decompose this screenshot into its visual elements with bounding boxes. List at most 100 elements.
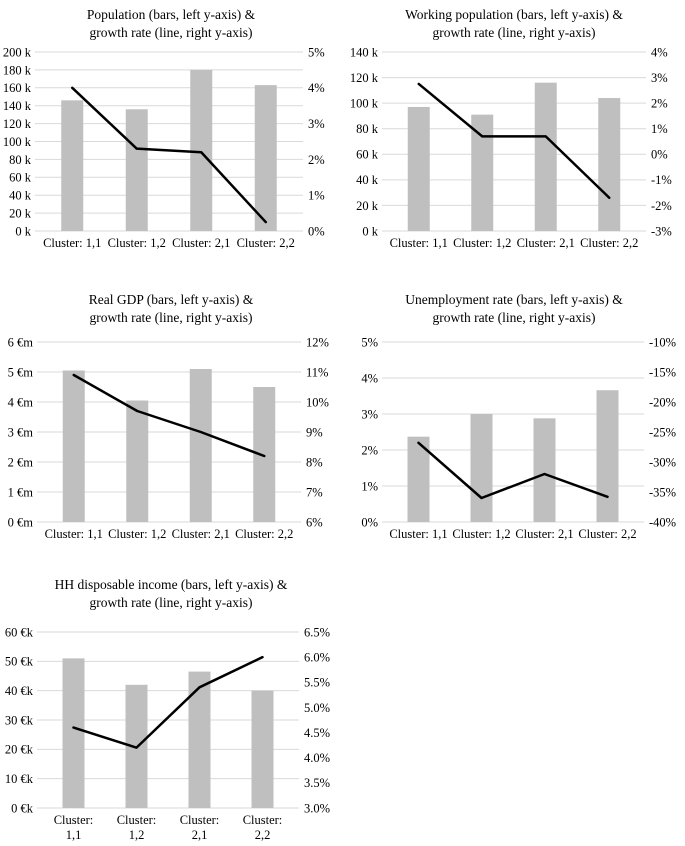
left-tick-label: 60 €k [5, 625, 34, 639]
category-label: Cluster: 1,1 [390, 236, 448, 250]
left-tick-label: 4% [361, 371, 378, 385]
left-tick-label: 5 €m [8, 365, 34, 379]
right-tick-label: 3.5% [304, 776, 330, 790]
category-label: Cluster: 1,1 [389, 527, 447, 541]
category-label: Cluster: 2,1 [515, 527, 573, 541]
left-tick-label: 80 k [9, 153, 32, 167]
bar [190, 69, 213, 232]
category-label-line: 2,1 [192, 828, 208, 842]
bar [62, 658, 85, 808]
right-tick-label: 9% [306, 425, 323, 439]
left-tick-label: 10 €k [5, 772, 34, 786]
right-tick-label: 6.5% [304, 625, 330, 639]
right-tick-label: 5.5% [304, 676, 330, 690]
category-label: Cluster: 1,1 [54, 813, 94, 842]
right-tick-label: -3% [651, 224, 672, 238]
left-tick-label: 0 €m [8, 515, 34, 529]
left-tick-label: 3% [361, 407, 378, 421]
left-tick-label: 30 €k [5, 713, 34, 727]
right-tick-label: 4% [308, 81, 325, 95]
category-label-line: Cluster: [54, 813, 94, 827]
left-tick-label: 50 €k [5, 655, 34, 669]
bar [254, 85, 277, 231]
chart-plot: 0 €m 1 €m 2 €m 3 €m 4 €m 5 €m 6 €m 6% 7% 8% 9% 10% 1… [8, 335, 329, 541]
chart-unemployment-rate: Unemployment rate (bars, left y-axis) & … [343, 285, 685, 548]
category-label-line: Cluster: [117, 813, 157, 827]
right-tick-label: 6.0% [304, 651, 330, 665]
left-tick-label: 20 €k [5, 743, 34, 757]
left-tick-label: 6 €m [8, 335, 34, 349]
right-tick-label: 0% [308, 224, 325, 238]
right-tick-label: 3% [651, 71, 668, 85]
left-tick-label: 100 k [3, 135, 32, 149]
bar [253, 387, 276, 522]
left-tick-label: 3 €m [8, 425, 34, 439]
right-tick-label: -25% [649, 425, 676, 439]
right-tick-label: 4.5% [304, 726, 330, 740]
right-tick-label: 3.0% [304, 801, 330, 815]
chart-plot: 0 k 20 k 40 k 60 k 80 k 100 k 120 k 140 k -3% -2%… [350, 45, 672, 250]
category-label: Cluster: 2,2 [235, 527, 293, 541]
right-tick-label: 7% [306, 485, 323, 499]
right-tick-label: 4.0% [304, 751, 330, 765]
right-tick-label: 8% [306, 455, 323, 469]
bar [188, 671, 211, 808]
bar [407, 106, 430, 231]
category-label: Cluster: 2,2 [243, 813, 283, 842]
left-tick-label: 0 k [15, 224, 31, 238]
left-tick-label: 20 k [9, 206, 32, 220]
category-label-line: Cluster: [180, 813, 220, 827]
left-tick-label: 100 k [350, 97, 379, 111]
chart-working-population: Working population (bars, left y-axis) &… [343, 0, 685, 260]
chart-title: HH disposable income (bars, left y-axis)… [54, 577, 288, 610]
bar [126, 400, 149, 522]
right-tick-label: -15% [649, 365, 676, 379]
category-label: Cluster: 2,1 [517, 236, 575, 250]
bar [471, 114, 494, 231]
left-tick-label: 40 €k [5, 684, 34, 698]
category-label: Cluster: 2,1 [172, 527, 230, 541]
growth-line [72, 373, 266, 458]
right-tick-label: 2% [651, 97, 668, 111]
category-label: Cluster: 2,1 [180, 813, 220, 842]
left-tick-label: 2 €m [8, 455, 34, 469]
left-tick-label: 140 k [350, 45, 379, 59]
chart-title: Working population (bars, left y-axis) &… [405, 7, 623, 40]
category-label: Cluster: 1,2 [452, 527, 510, 541]
category-label-line: 1,2 [129, 828, 145, 842]
category-label: Cluster: 2,1 [172, 236, 230, 250]
bar [470, 414, 493, 522]
growth-line [71, 86, 267, 224]
right-tick-label: -10% [649, 335, 676, 349]
bar [251, 690, 274, 808]
category-label: Cluster: 1,2 [108, 236, 166, 250]
chart-plot: 0% 1% 2% 3% 4% 5% -40% -35% -30% -25% -20% -15% -10%… [361, 335, 676, 541]
right-tick-label: 1% [308, 189, 325, 203]
right-tick-label: 3% [308, 117, 325, 131]
right-tick-label: -20% [649, 395, 676, 409]
category-label-line: 2,2 [255, 828, 271, 842]
right-tick-label: 4% [651, 45, 668, 59]
chart-population: Population (bars, left y-axis) & growth … [0, 0, 342, 260]
bar [596, 390, 619, 522]
left-tick-label: 60 k [9, 171, 32, 185]
left-tick-label: 5% [361, 335, 378, 349]
bar [62, 370, 85, 522]
bar [533, 418, 556, 522]
category-label: Cluster: 2,2 [580, 236, 638, 250]
bar [407, 436, 430, 522]
left-tick-label: 120 k [3, 117, 32, 131]
left-tick-label: 40 k [9, 189, 32, 203]
right-tick-label: 10% [306, 395, 329, 409]
right-tick-label: -35% [649, 485, 676, 499]
left-tick-label: 0 €k [11, 801, 34, 815]
bar [598, 98, 621, 232]
growth-line [417, 441, 609, 500]
category-label: Cluster: 1,1 [43, 236, 101, 250]
left-tick-label: 160 k [3, 81, 32, 95]
chart-plot: 0 k 20 k 40 k 60 k 80 k 100 k 120 k 140 k 160 k 1… [3, 45, 325, 250]
right-tick-label: -40% [649, 515, 676, 529]
growth-line [417, 82, 611, 200]
category-label: Cluster: 1,1 [45, 527, 103, 541]
